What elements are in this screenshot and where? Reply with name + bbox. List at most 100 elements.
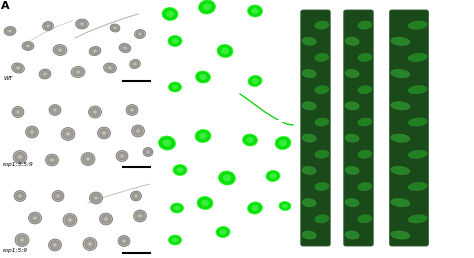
Ellipse shape [101, 215, 110, 223]
Ellipse shape [17, 111, 19, 113]
Ellipse shape [163, 140, 171, 147]
Ellipse shape [104, 217, 108, 221]
Ellipse shape [243, 134, 257, 146]
Ellipse shape [51, 106, 59, 114]
Ellipse shape [46, 154, 58, 166]
Ellipse shape [143, 148, 153, 157]
Ellipse shape [408, 118, 427, 126]
Ellipse shape [408, 86, 427, 94]
Ellipse shape [12, 107, 24, 117]
Ellipse shape [315, 21, 329, 29]
Ellipse shape [54, 192, 62, 200]
Ellipse shape [122, 240, 126, 242]
Ellipse shape [54, 109, 56, 111]
Ellipse shape [302, 199, 316, 207]
Ellipse shape [199, 133, 207, 139]
Ellipse shape [93, 50, 97, 52]
Ellipse shape [315, 53, 329, 61]
Ellipse shape [121, 45, 129, 51]
Ellipse shape [58, 49, 62, 51]
Ellipse shape [128, 106, 136, 114]
Ellipse shape [223, 174, 231, 182]
Ellipse shape [77, 20, 87, 28]
Ellipse shape [52, 190, 64, 201]
Ellipse shape [173, 165, 187, 175]
Ellipse shape [251, 8, 259, 14]
Ellipse shape [81, 152, 95, 165]
Ellipse shape [17, 67, 19, 69]
Ellipse shape [41, 70, 49, 77]
Ellipse shape [134, 127, 143, 135]
Ellipse shape [315, 182, 329, 191]
Ellipse shape [44, 23, 52, 29]
Ellipse shape [86, 157, 90, 161]
Ellipse shape [120, 237, 128, 245]
Ellipse shape [248, 76, 262, 86]
Ellipse shape [408, 215, 427, 223]
Ellipse shape [124, 47, 127, 49]
Ellipse shape [130, 191, 142, 201]
Ellipse shape [126, 104, 138, 116]
Text: C: C [296, 2, 303, 12]
Ellipse shape [408, 150, 427, 158]
Ellipse shape [199, 0, 216, 14]
Ellipse shape [358, 21, 372, 29]
Ellipse shape [114, 27, 116, 29]
Ellipse shape [358, 215, 372, 223]
Ellipse shape [27, 45, 29, 47]
Ellipse shape [162, 7, 178, 21]
Ellipse shape [252, 78, 258, 84]
Ellipse shape [81, 23, 83, 25]
Ellipse shape [315, 150, 329, 158]
Ellipse shape [391, 166, 410, 174]
Ellipse shape [391, 231, 410, 239]
Ellipse shape [345, 102, 359, 110]
Ellipse shape [17, 236, 27, 245]
Ellipse shape [48, 239, 62, 251]
Ellipse shape [315, 118, 329, 126]
FancyBboxPatch shape [344, 10, 373, 246]
Ellipse shape [168, 82, 182, 92]
Ellipse shape [168, 36, 182, 46]
Ellipse shape [172, 85, 178, 90]
Ellipse shape [63, 214, 77, 227]
Ellipse shape [106, 64, 115, 71]
Ellipse shape [54, 244, 56, 246]
Ellipse shape [315, 86, 329, 94]
Ellipse shape [168, 235, 182, 245]
Ellipse shape [345, 69, 359, 78]
Ellipse shape [145, 149, 152, 155]
Ellipse shape [345, 199, 359, 207]
Ellipse shape [9, 30, 11, 32]
Ellipse shape [50, 158, 54, 162]
Ellipse shape [18, 195, 21, 197]
Ellipse shape [14, 108, 22, 116]
Text: A: A [1, 1, 10, 11]
Ellipse shape [221, 48, 229, 54]
Ellipse shape [15, 233, 29, 246]
Ellipse shape [219, 171, 236, 185]
Ellipse shape [138, 33, 141, 35]
Ellipse shape [61, 127, 75, 141]
Ellipse shape [345, 37, 359, 45]
Ellipse shape [247, 5, 263, 17]
Ellipse shape [91, 48, 99, 54]
Ellipse shape [172, 38, 179, 44]
Ellipse shape [55, 46, 65, 54]
Ellipse shape [71, 67, 85, 77]
Ellipse shape [30, 131, 34, 133]
Ellipse shape [247, 202, 263, 214]
Ellipse shape [89, 106, 101, 118]
Ellipse shape [134, 210, 146, 222]
Ellipse shape [28, 212, 42, 224]
Ellipse shape [102, 132, 106, 134]
Ellipse shape [50, 241, 60, 249]
Ellipse shape [195, 130, 211, 142]
Ellipse shape [73, 68, 83, 76]
Ellipse shape [358, 150, 372, 158]
Ellipse shape [91, 194, 100, 202]
Ellipse shape [6, 28, 14, 34]
Ellipse shape [100, 129, 109, 137]
Ellipse shape [120, 155, 124, 157]
Ellipse shape [90, 192, 102, 204]
